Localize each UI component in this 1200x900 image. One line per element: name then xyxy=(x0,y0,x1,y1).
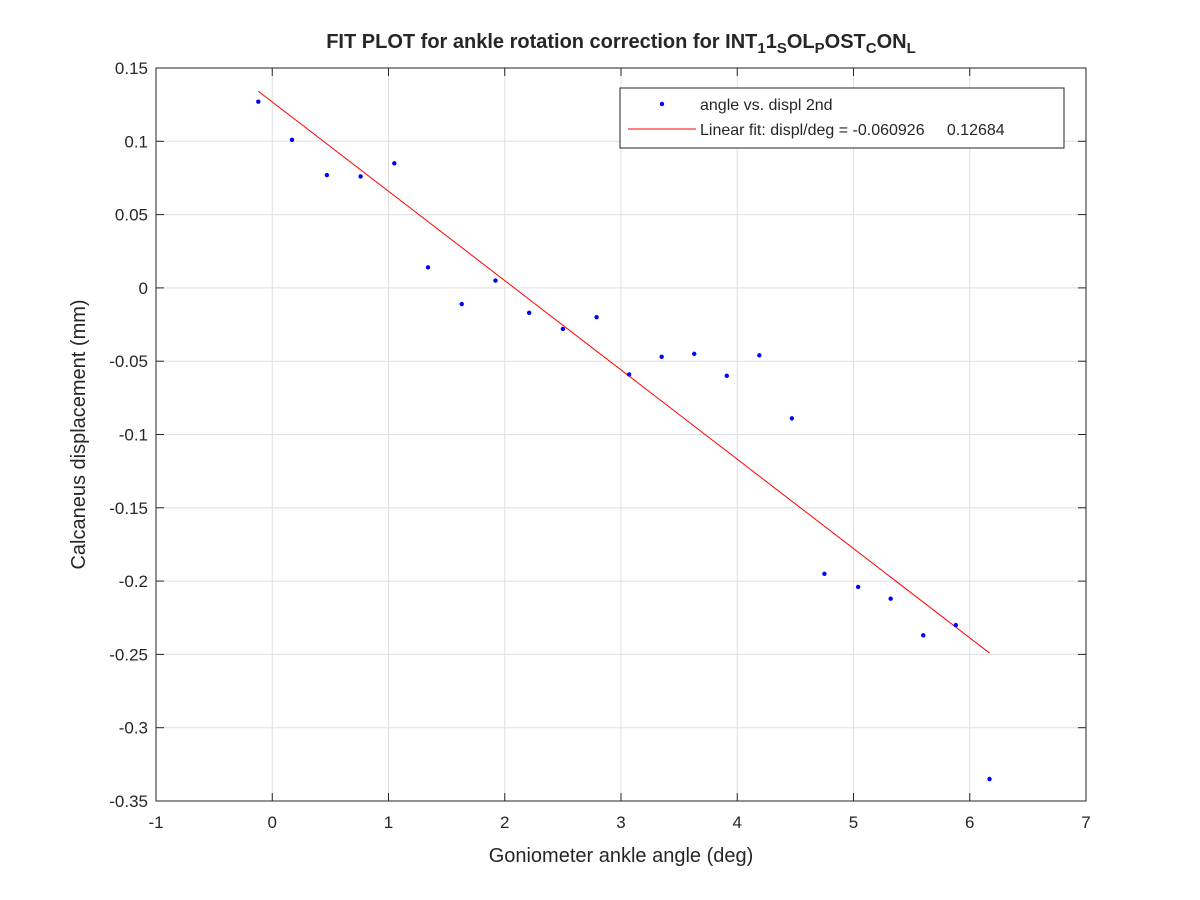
data-point xyxy=(560,326,566,332)
chart-title-subscript: 1 xyxy=(757,40,765,57)
x-tick-label: -1 xyxy=(148,813,163,832)
chart-title-subscript: L xyxy=(907,40,916,57)
data-point xyxy=(855,584,861,590)
axis-ticks xyxy=(155,67,1087,802)
chart-title-part: ON xyxy=(877,31,907,53)
data-point xyxy=(692,351,697,357)
chart-title-part: 1 xyxy=(766,31,777,53)
legend-marker-points xyxy=(659,101,665,107)
data-point xyxy=(425,265,431,270)
y-tick-label: 0.1 xyxy=(124,132,148,151)
legend-label-points: angle vs. displ 2nd xyxy=(700,97,833,114)
x-tick-label: 0 xyxy=(268,813,277,832)
data-point xyxy=(459,301,464,307)
data-point xyxy=(594,315,599,320)
chart-title: FIT PLOT for ankle rotation correction f… xyxy=(326,31,916,57)
data-point xyxy=(324,172,330,178)
x-tick-label: 5 xyxy=(849,813,858,832)
data-point xyxy=(358,174,363,179)
chart-title-part: OL xyxy=(787,31,815,53)
y-tick-label: -0.25 xyxy=(109,645,148,664)
data-point xyxy=(789,416,795,421)
data-point xyxy=(888,596,893,601)
y-tick-labels: -0.35 -0.3 -0.25 -0.2 -0.15 -0.1 -0.05 0 0.05 0.1… xyxy=(109,59,148,811)
chart-title-subscript: S xyxy=(777,40,787,57)
data-point xyxy=(392,161,397,166)
data-point xyxy=(526,310,532,316)
y-tick-label: -0.35 xyxy=(109,792,148,811)
data-point xyxy=(256,99,261,104)
x-tick-label: 1 xyxy=(384,813,393,832)
data-point xyxy=(757,353,762,358)
x-tick-label: 4 xyxy=(733,813,742,832)
fit-line xyxy=(257,90,990,654)
y-tick-label: -0.3 xyxy=(119,719,148,738)
data-point xyxy=(953,622,958,628)
y-tick-label: -0.1 xyxy=(119,426,148,445)
x-tick-label: 2 xyxy=(500,813,509,832)
y-tick-label: -0.15 xyxy=(109,499,148,518)
x-tick-label: 7 xyxy=(1081,813,1090,832)
chart-title-subscript: C xyxy=(866,40,877,57)
y-tick-label: 0.05 xyxy=(115,206,148,225)
legend-label-fit: Linear fit: displ/deg = -0.060926 0.1268… xyxy=(700,122,1005,139)
chart-title-part: OST xyxy=(825,31,866,53)
data-point xyxy=(724,373,729,379)
y-tick-label: -0.2 xyxy=(119,572,148,591)
data-point xyxy=(659,354,664,360)
y-tick-label: -0.05 xyxy=(109,352,148,371)
data-point xyxy=(822,571,827,576)
fit-line-layer xyxy=(257,90,990,654)
data-points xyxy=(256,99,992,782)
y-tick-label: 0.15 xyxy=(115,59,148,78)
data-point xyxy=(493,278,498,283)
y-tick-label: 0 xyxy=(139,279,148,298)
x-tick-label: 3 xyxy=(616,813,625,832)
data-point xyxy=(289,137,295,143)
x-tick-label: 6 xyxy=(965,813,974,832)
x-axis-title: Goniometer ankle angle (deg) xyxy=(489,845,754,867)
data-point xyxy=(987,776,992,782)
data-point xyxy=(626,372,632,377)
chart-title-part: FIT PLOT for ankle rotation correction f… xyxy=(326,31,757,53)
data-point xyxy=(921,633,926,638)
y-axis-title: Calcaneus displacement (mm) xyxy=(68,299,90,569)
legend-box xyxy=(619,87,1065,149)
chart-title-subscript: P xyxy=(815,40,825,57)
legend[interactable]: angle vs. displ 2nd Linear fit: displ/de… xyxy=(619,87,1065,149)
x-tick-labels: -1 0 1 2 3 4 5 6 7 xyxy=(148,813,1090,832)
